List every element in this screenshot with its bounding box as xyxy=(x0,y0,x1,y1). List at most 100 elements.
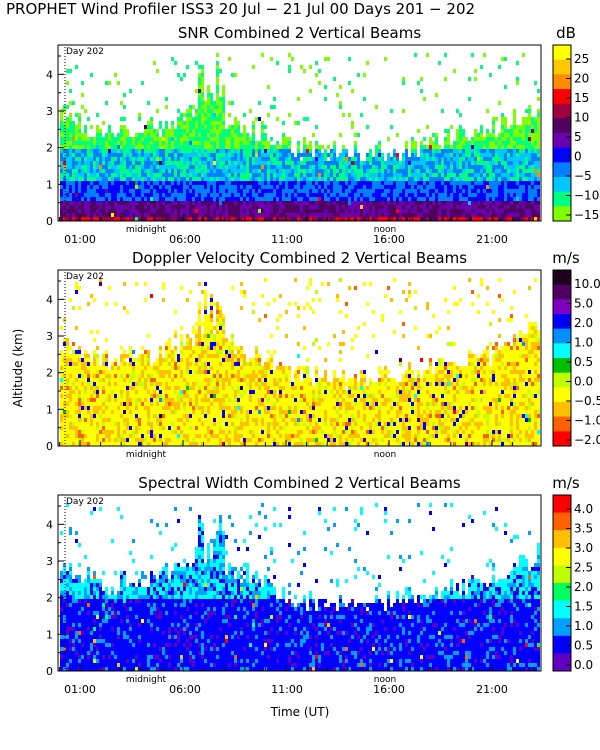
heatmap-cell xyxy=(348,201,351,205)
heatmap-cell xyxy=(84,398,87,402)
heatmap-cell xyxy=(189,137,192,141)
heatmap-cell xyxy=(78,157,81,161)
heatmap-cell xyxy=(432,169,435,173)
heatmap-cell xyxy=(108,418,111,422)
heatmap-cell xyxy=(66,213,69,217)
heatmap-cell xyxy=(534,177,537,181)
heatmap-cell xyxy=(357,185,360,189)
heatmap-cell xyxy=(171,209,174,213)
heatmap-cell xyxy=(501,117,504,121)
heatmap-cell xyxy=(108,153,111,157)
heatmap-cell xyxy=(231,129,234,133)
heatmap-cell xyxy=(480,185,483,189)
heatmap-cell xyxy=(525,133,528,137)
heatmap-cell xyxy=(435,189,438,193)
heatmap-cell xyxy=(75,386,78,390)
heatmap-cell xyxy=(444,193,447,197)
heatmap-cell xyxy=(228,205,231,209)
heatmap-cell xyxy=(450,157,453,161)
heatmap-cell xyxy=(420,189,423,193)
heatmap-cell xyxy=(342,205,345,209)
heatmap-cell xyxy=(174,161,177,165)
heatmap-cell xyxy=(126,153,129,157)
heatmap-cell xyxy=(183,362,186,366)
heatmap-cell xyxy=(321,201,324,205)
heatmap-cell xyxy=(333,77,336,81)
heatmap-cell xyxy=(486,181,489,185)
heatmap-cell xyxy=(444,153,447,157)
heatmap-cell xyxy=(354,141,357,145)
heatmap-cell xyxy=(225,181,228,185)
heatmap-cell xyxy=(144,406,147,410)
heatmap-cell xyxy=(318,165,321,169)
heatmap-cell xyxy=(297,149,300,153)
heatmap-cell xyxy=(456,181,459,185)
heatmap-cell xyxy=(186,141,189,145)
heatmap-cell xyxy=(213,181,216,185)
heatmap-cell xyxy=(414,201,417,205)
heatmap-cell xyxy=(315,177,318,181)
heatmap-cell xyxy=(354,153,357,157)
heatmap-cell xyxy=(318,145,321,149)
heatmap-cell xyxy=(525,193,528,197)
heatmap-cell xyxy=(510,149,513,153)
heatmap-cell xyxy=(174,374,177,378)
heatmap-cell xyxy=(63,209,66,213)
heatmap-cell xyxy=(510,173,513,177)
heatmap-cell xyxy=(159,149,162,153)
heatmap-cell xyxy=(450,149,453,153)
heatmap-cell xyxy=(501,217,504,221)
heatmap-cell xyxy=(90,161,93,165)
heatmap-cell xyxy=(186,177,189,181)
heatmap-cell xyxy=(249,205,252,209)
heatmap-cell xyxy=(240,205,243,209)
heatmap-cell xyxy=(378,185,381,189)
heatmap-cell xyxy=(177,213,180,217)
heatmap-cell xyxy=(156,205,159,209)
heatmap-cell xyxy=(255,205,258,209)
heatmap-cell xyxy=(174,173,177,177)
heatmap-cell xyxy=(60,181,63,185)
heatmap-cell xyxy=(468,173,471,177)
heatmap-cell xyxy=(150,149,153,153)
heatmap-cell xyxy=(66,338,69,342)
heatmap-cell xyxy=(147,161,150,165)
heatmap-cell xyxy=(81,189,84,193)
heatmap-cell xyxy=(168,386,171,390)
heatmap-cell xyxy=(147,434,150,438)
heatmap-cell xyxy=(159,370,162,374)
heatmap-cell xyxy=(204,217,207,221)
heatmap-cell xyxy=(261,209,264,213)
heatmap-cell xyxy=(525,177,528,181)
heatmap-cell xyxy=(378,181,381,185)
heatmap-cell xyxy=(78,197,81,201)
heatmap-cell xyxy=(135,205,138,209)
heatmap-cell xyxy=(474,193,477,197)
heatmap-cell xyxy=(159,434,162,438)
heatmap-cell xyxy=(249,177,252,181)
heatmap-cell xyxy=(147,370,150,374)
heatmap-cell xyxy=(192,330,195,334)
heatmap-cell xyxy=(99,410,102,414)
heatmap-cell xyxy=(243,193,246,197)
heatmap-cell xyxy=(180,193,183,197)
heatmap-cell xyxy=(105,302,108,306)
heatmap-cell xyxy=(495,149,498,153)
heatmap-cell xyxy=(489,185,492,189)
heatmap-cell xyxy=(450,201,453,205)
heatmap-cell xyxy=(537,177,540,181)
heatmap-cell xyxy=(216,157,219,161)
heatmap-cell xyxy=(399,201,402,205)
heatmap-cell xyxy=(93,350,96,354)
heatmap-cell xyxy=(504,157,507,161)
heatmap-cell xyxy=(138,213,141,217)
heatmap-cell xyxy=(471,181,474,185)
heatmap-cell xyxy=(441,197,444,201)
heatmap-cell xyxy=(168,394,171,398)
heatmap-cell xyxy=(537,149,540,153)
heatmap-cell xyxy=(120,205,123,209)
heatmap-cell xyxy=(279,145,282,149)
heatmap-cell xyxy=(138,386,141,390)
heatmap-cell xyxy=(492,189,495,193)
heatmap-cell xyxy=(450,165,453,169)
